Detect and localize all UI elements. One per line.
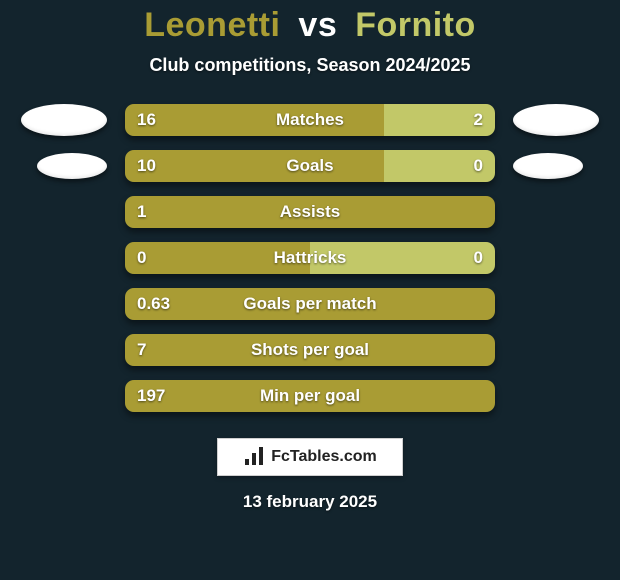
title-player2: Fornito	[355, 6, 476, 44]
stat-row: Shots per goal 7	[0, 334, 620, 366]
stat-value-left: 0.63	[137, 294, 170, 314]
team-badge-right	[513, 104, 599, 136]
stat-label: Goals	[286, 156, 333, 176]
stat-bar: Matches 16 2	[125, 104, 495, 136]
brand-rest: Tables.com	[290, 448, 377, 465]
brand-logo: FcTables.com	[217, 438, 403, 476]
stat-value-left: 197	[137, 386, 165, 406]
stat-value-left: 7	[137, 340, 146, 360]
comparison-card: Leonetti vs Fornito Club competitions, S…	[0, 0, 620, 580]
stat-value-right: 0	[474, 156, 483, 176]
title-player1: Leonetti	[144, 6, 280, 44]
bar-segment-left	[125, 150, 384, 182]
stat-label: Hattricks	[274, 248, 347, 268]
stat-bar: Min per goal 197	[125, 380, 495, 412]
title-vs: vs	[298, 6, 337, 44]
stat-label: Shots per goal	[251, 340, 369, 360]
stat-row: Hattricks 0 0	[0, 242, 620, 274]
stat-row: Goals 10 0	[0, 150, 620, 182]
team-badge-left	[37, 153, 107, 179]
stat-label: Goals per match	[243, 294, 376, 314]
brand-text: FcTables.com	[271, 448, 377, 466]
stat-bar: Shots per goal 7	[125, 334, 495, 366]
page-title: Leonetti vs Fornito	[0, 6, 620, 45]
stat-label: Min per goal	[260, 386, 360, 406]
stat-row: Goals per match 0.63	[0, 288, 620, 320]
team-badge-left	[21, 104, 107, 136]
bars-icon	[243, 447, 267, 467]
stat-bar: Goals 10 0	[125, 150, 495, 182]
stat-value-right: 2	[474, 110, 483, 130]
stat-value-right: 0	[474, 248, 483, 268]
stat-bar: Hattricks 0 0	[125, 242, 495, 274]
brand-fc: Fc	[271, 448, 290, 465]
subtitle: Club competitions, Season 2024/2025	[0, 55, 620, 76]
stat-bar: Goals per match 0.63	[125, 288, 495, 320]
stat-row: Assists 1	[0, 196, 620, 228]
stat-value-left: 16	[137, 110, 156, 130]
stat-value-left: 1	[137, 202, 146, 222]
date-text: 13 february 2025	[0, 492, 620, 512]
stat-label: Assists	[280, 202, 340, 222]
stat-row: Min per goal 197	[0, 380, 620, 412]
stat-label: Matches	[276, 110, 344, 130]
stat-row: Matches 16 2	[0, 104, 620, 136]
team-badge-right	[513, 153, 583, 179]
stats-list: Matches162Goals100Assists1Hattricks00Goa…	[0, 104, 620, 412]
stat-value-left: 0	[137, 248, 146, 268]
stat-value-left: 10	[137, 156, 156, 176]
stat-bar: Assists 1	[125, 196, 495, 228]
bar-segment-left	[125, 104, 384, 136]
